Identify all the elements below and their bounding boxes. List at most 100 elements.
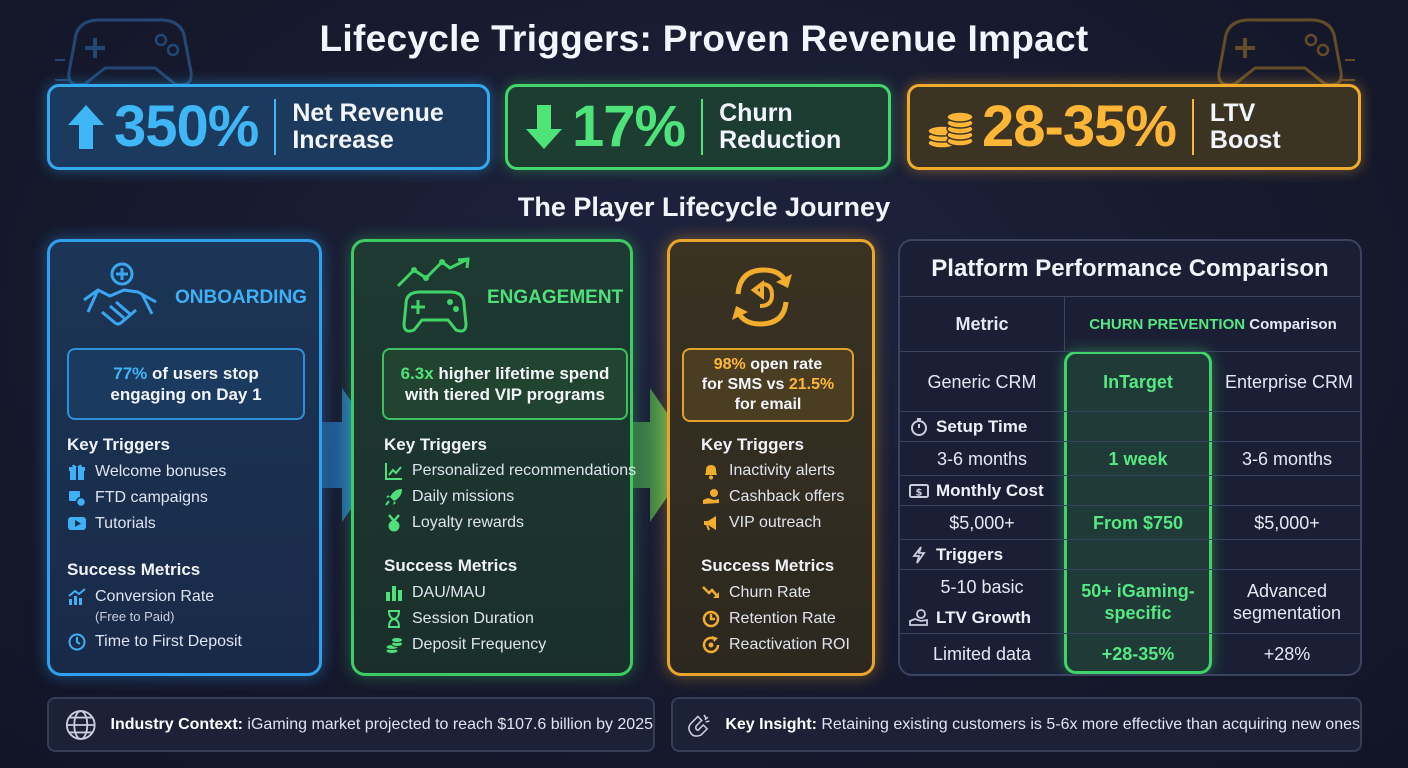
stage-retention: 98% open rate for SMS vs 21.5% for email… — [667, 239, 875, 676]
hourglass-icon — [384, 610, 404, 628]
table-cell-intarget: +28-35% — [1101, 643, 1175, 664]
metric-ltv-growth: LTV Growth — [908, 603, 1031, 633]
key-triggers-title: Key Triggers — [67, 435, 170, 454]
gift-icon — [67, 463, 87, 481]
stage-name: ENGAGEMENT — [487, 287, 624, 308]
clock-icon — [67, 633, 87, 651]
money-hand-icon — [908, 609, 930, 627]
table-cell: 5-10 basic — [940, 576, 1024, 597]
stage-stat-box: 6.3x higher lifetime spend with tiered V… — [382, 348, 628, 420]
table-cell-intarget: 1 week — [1108, 448, 1168, 469]
stage-stat-box: 98% open rate for SMS vs 21.5% for email — [682, 348, 854, 422]
success-metrics-title: Success Metrics — [701, 556, 835, 575]
footer-industry-context: Industry Context: iGaming market project… — [47, 697, 655, 752]
kpi-value: 17% — [572, 94, 686, 159]
magnet-icon — [688, 714, 710, 737]
reactivation-icon — [701, 636, 721, 654]
megaphone-icon — [701, 514, 721, 532]
metric-triggers: Triggers — [908, 540, 1003, 570]
bar-chart-icon — [384, 584, 404, 602]
coins-icon — [927, 111, 974, 149]
retention-icon — [701, 610, 721, 628]
arrow-down-icon — [526, 105, 562, 149]
metric-item: Reactivation ROI — [701, 636, 850, 654]
table-cell-intarget: From $750 — [1092, 512, 1184, 533]
kpi-card-revenue: 350% Net Revenue Increase — [47, 84, 490, 170]
trigger-item: Cashback offers — [701, 488, 844, 506]
trigger-item: VIP outreach — [701, 514, 821, 532]
trend-down-icon — [701, 584, 721, 602]
success-metrics-title: Success Metrics — [384, 556, 518, 575]
metric-item: Churn Rate — [701, 584, 811, 602]
kpi-label: Churn Reduction — [719, 99, 842, 154]
lightning-icon — [908, 546, 930, 564]
metric-item: Session Duration — [384, 610, 534, 628]
kpi-label: Net Revenue Increase — [292, 99, 444, 154]
stage-onboarding: ONBOARDING 77% of users stop engaging on… — [47, 239, 322, 676]
trigger-item: Daily missions — [384, 488, 514, 506]
bell-icon — [701, 462, 721, 480]
footer-left-text: Industry Context: iGaming market project… — [110, 715, 653, 733]
trigger-item: Inactivity alerts — [701, 462, 835, 480]
footer-key-insight: Key Insight: Retaining existing customer… — [671, 697, 1362, 752]
header-metric: Metric — [955, 314, 1009, 334]
footer-right-text: Key Insight: Retaining existing customer… — [725, 715, 1360, 733]
comparison-title: Platform Performance Comparison — [931, 255, 1329, 282]
table-cell: $5,000+ — [1254, 512, 1320, 533]
arrow-up-icon — [68, 105, 104, 149]
metric-label-row: $ Monthly Cost — [900, 475, 1360, 505]
key-triggers-title: Key Triggers — [701, 435, 804, 454]
platforms-row: Generic CRM InTarget Enterprise CRM — [900, 351, 1360, 411]
svg-text:$: $ — [916, 488, 923, 499]
cash-hand-icon — [701, 488, 721, 506]
table-cell: Advanced segmentation — [1232, 581, 1342, 623]
metric-label-row: LTV Growth — [900, 603, 1360, 633]
metric-item: Time to First Deposit — [67, 633, 242, 651]
dollar-bill-icon: $ — [908, 482, 930, 500]
page-title: Lifecycle Triggers: Proven Revenue Impac… — [319, 18, 1089, 59]
success-metrics-title: Success Metrics — [67, 560, 201, 579]
handshake-plus-icon — [83, 262, 157, 326]
kpi-card-churn: 17% Churn Reduction — [505, 84, 891, 170]
trigger-item: Loyalty rewards — [384, 514, 524, 532]
table-cell: 3-6 months — [1241, 448, 1333, 469]
table-cell: 3-6 months — [936, 448, 1028, 469]
medal-icon — [384, 514, 404, 532]
gamepad-trend-icon — [396, 257, 470, 333]
metric-label-row: Triggers — [900, 539, 1360, 569]
trigger-item: Personalized recommendations — [384, 462, 636, 480]
table-row: 3-6 months 1 week 3-6 months — [900, 441, 1360, 475]
table-cell: +28% — [1263, 643, 1311, 664]
rocket-icon — [384, 488, 404, 506]
metric-item: Retention Rate — [701, 610, 836, 628]
kpi-label: LTV Boost — [1209, 99, 1281, 154]
kpi-divider — [274, 99, 277, 155]
trigger-item: Welcome bonuses — [67, 463, 226, 481]
metric-monthly-cost: $ Monthly Cost — [908, 476, 1044, 506]
play-video-icon — [67, 515, 87, 533]
table-cell-intarget: 50+ iGaming-specific — [1081, 581, 1195, 623]
intarget-highlight-column — [1064, 351, 1212, 674]
table-row: Limited data +28-35% +28% — [900, 633, 1360, 673]
metric-setup-time: Setup Time — [908, 412, 1027, 442]
chart-up-icon — [67, 588, 87, 606]
trend-line-icon — [384, 462, 404, 480]
stage-stat-box: 77% of users stop engaging on Day 1 — [67, 348, 305, 420]
metric-item: Deposit Frequency — [384, 636, 546, 654]
kpi-divider — [701, 99, 704, 155]
platform-generic-crm: Generic CRM — [927, 371, 1037, 392]
kpi-divider — [1191, 99, 1194, 155]
journey-title: The Player Lifecycle Journey — [517, 192, 891, 222]
table-row: 5-10 basic 50+ iGaming-specific Advanced… — [900, 569, 1360, 623]
globe-icon — [65, 709, 96, 740]
refresh-cycle-icon — [732, 267, 792, 327]
coin-stack-icon — [384, 636, 404, 654]
metric-item: DAU/MAU — [384, 584, 486, 602]
stage-engagement: ENGAGEMENT 6.3x higher lifetime spend wi… — [351, 239, 636, 676]
platform-intarget: InTarget — [1103, 371, 1173, 392]
key-triggers-title: Key Triggers — [384, 435, 487, 454]
table-header-row: Metric CHURN PREVENTION Comparison — [900, 296, 1360, 351]
metric-sublabel: (Free to Paid) — [95, 609, 175, 624]
stage-name: ONBOARDING — [175, 287, 307, 308]
header-comparison: CHURN PREVENTION Comparison — [1089, 316, 1337, 333]
